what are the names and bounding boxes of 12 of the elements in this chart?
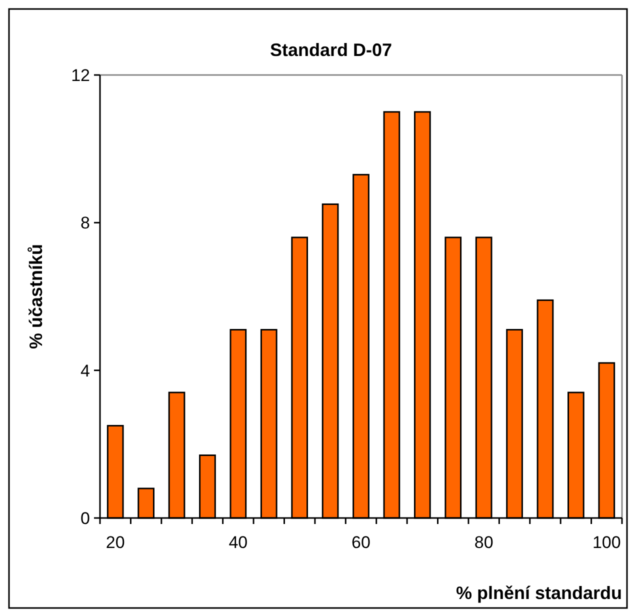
y-tick-label: 8 bbox=[80, 214, 90, 233]
x-tick-label: 80 bbox=[474, 533, 494, 552]
x-tick-label: 100 bbox=[592, 533, 621, 552]
y-tick-label: 0 bbox=[80, 508, 90, 528]
x-tick-label: 60 bbox=[352, 533, 370, 552]
x-tick-label: 40 bbox=[228, 533, 248, 552]
y-tick-label: 12 bbox=[71, 66, 90, 85]
y-axis-title: % účastníků bbox=[26, 244, 46, 350]
y-tick-label: 4 bbox=[80, 361, 90, 380]
chart-title: Standard D-07 bbox=[270, 40, 392, 60]
x-tick-label: 20 bbox=[106, 533, 125, 552]
x-axis-title: % plnění standardu bbox=[456, 583, 622, 603]
